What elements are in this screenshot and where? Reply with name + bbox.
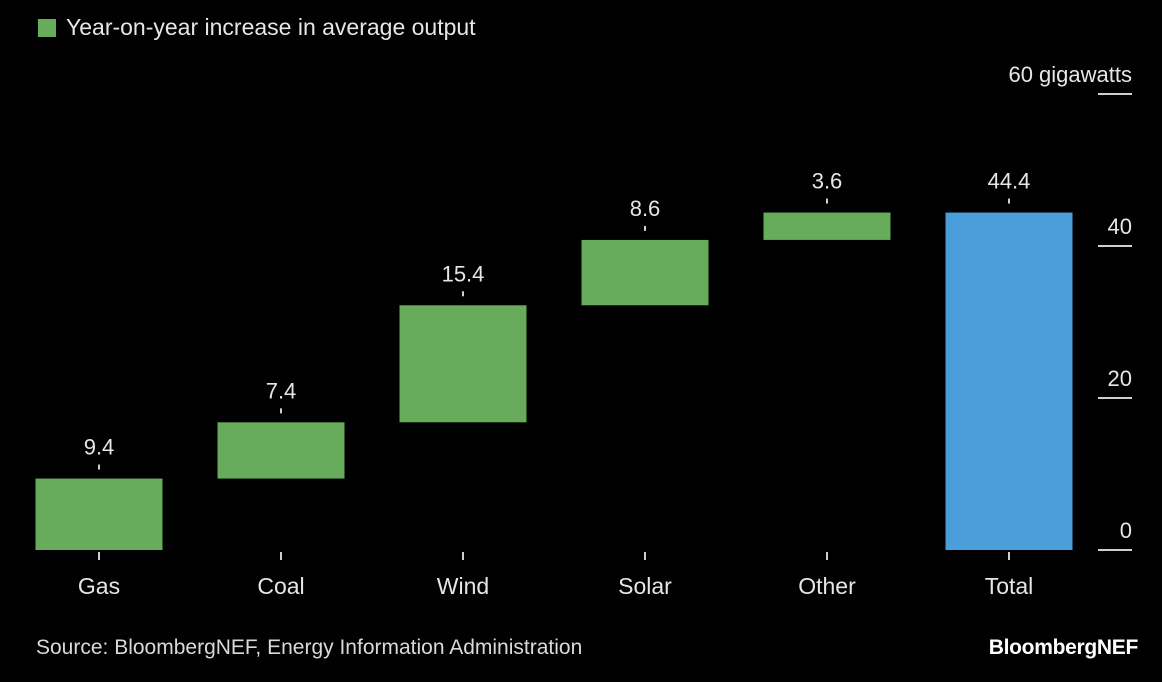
data-label: 3.6 — [812, 169, 843, 194]
bar-solar — [581, 239, 709, 306]
y-tick-label: 20 — [1108, 366, 1132, 391]
x-tick-label: Other — [798, 573, 856, 599]
data-label: 15.4 — [442, 261, 485, 286]
x-tick-label: Coal — [257, 573, 304, 599]
total-bar — [945, 212, 1073, 550]
bar-coal — [217, 422, 345, 479]
x-tick-label: Gas — [78, 573, 120, 599]
x-tick-label: Total — [985, 573, 1034, 599]
y-tick-label: 0 — [1120, 518, 1132, 543]
data-label: 9.4 — [84, 435, 115, 460]
bar-other — [763, 212, 891, 240]
y-tick-label: 40 — [1108, 214, 1132, 239]
data-label: 7.4 — [266, 378, 297, 403]
legend: Year-on-year increase in average output — [38, 14, 476, 41]
data-label: 44.4 — [988, 169, 1031, 194]
legend-label: Year-on-year increase in average output — [66, 14, 476, 40]
x-tick-label: Solar — [618, 573, 672, 599]
source-note: Source: BloombergNEF, Energy Information… — [36, 636, 583, 659]
legend-swatch — [38, 18, 56, 37]
bar-wind — [399, 305, 527, 423]
data-label: 8.6 — [630, 196, 661, 221]
x-tick-label: Wind — [437, 573, 489, 599]
y-tick-label: 60 gigawatts — [1008, 62, 1132, 87]
bar-gas — [35, 478, 163, 550]
brand-logo: BloombergNEF — [988, 636, 1139, 659]
